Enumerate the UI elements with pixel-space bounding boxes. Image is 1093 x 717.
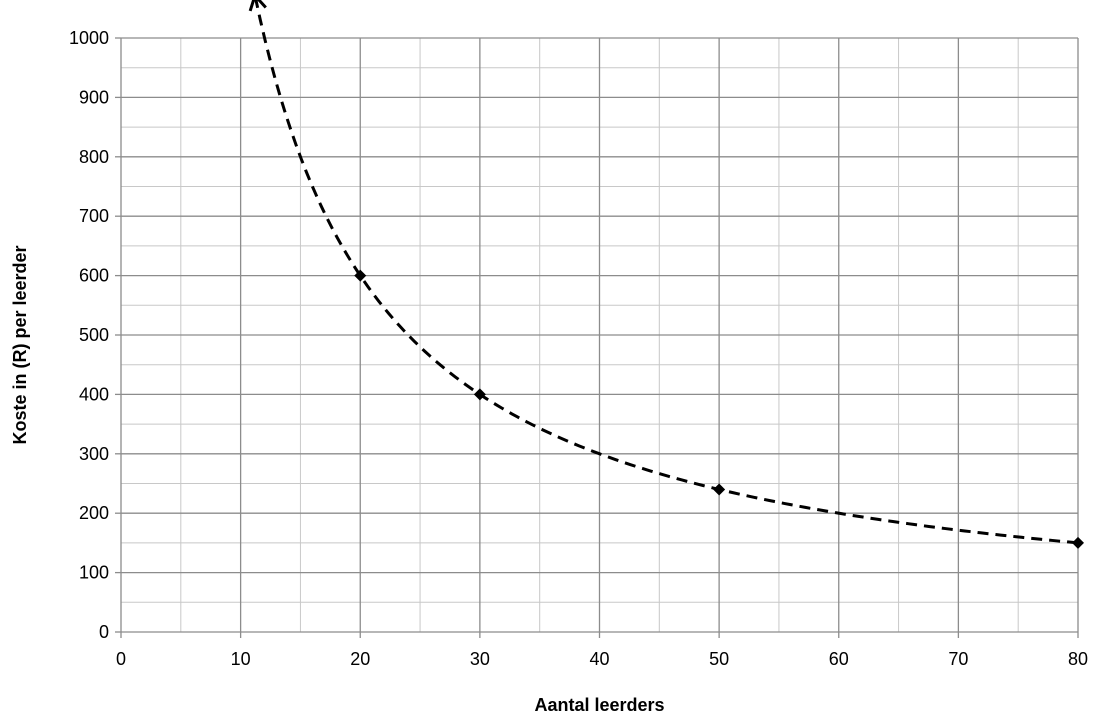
y-tick-label: 800: [79, 147, 109, 167]
data-point-marker: [354, 269, 367, 282]
data-point-marker: [473, 388, 486, 401]
x-tick-label: 80: [1068, 649, 1088, 669]
y-tick-label: 500: [79, 325, 109, 345]
y-tick-label: 0: [99, 622, 109, 642]
x-tick-label: 20: [350, 649, 370, 669]
y-tick-label: 200: [79, 503, 109, 523]
y-tick-label: 400: [79, 384, 109, 404]
y-tick-label: 700: [79, 206, 109, 226]
x-tick-label: 40: [589, 649, 609, 669]
series: [248, 0, 1084, 549]
x-tick-label: 50: [709, 649, 729, 669]
x-tick-label: 70: [948, 649, 968, 669]
y-tick-label: 300: [79, 444, 109, 464]
y-tick-label: 900: [79, 87, 109, 107]
data-point-marker: [713, 483, 726, 496]
x-axis-title: Aantal leerders: [534, 695, 664, 715]
series-curve: [248, 0, 1079, 545]
y-tick-label: 1000: [69, 28, 109, 48]
x-tick-label: 0: [116, 649, 126, 669]
y-tick-label: 600: [79, 266, 109, 286]
y-axis-title: Koste in (R) per leerder: [10, 245, 30, 444]
data-point-marker: [1072, 536, 1084, 549]
x-tick-label: 30: [470, 649, 490, 669]
x-tick-label: 10: [231, 649, 251, 669]
x-axis-tick-labels: 0 10 20 30 40 50 60 70 80: [116, 649, 1088, 669]
grid: [121, 37, 1079, 632]
x-tick-label: 60: [829, 649, 849, 669]
axes: [115, 37, 1079, 638]
y-tick-label: 100: [79, 563, 109, 583]
y-axis-tick-labels: 0 100 200 300 400 500 600 700 800 900 1000: [69, 28, 109, 642]
